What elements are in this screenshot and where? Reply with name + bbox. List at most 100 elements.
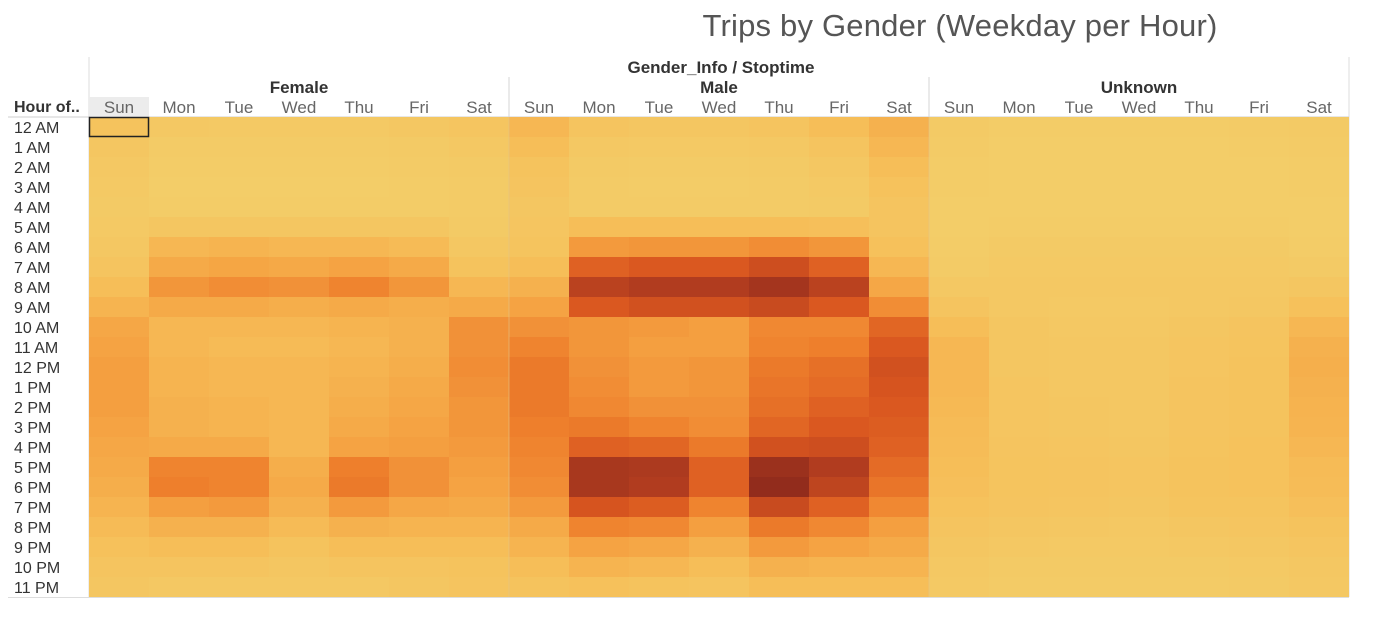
heatmap-cell: [89, 397, 149, 417]
heatmap-cell: [929, 397, 989, 417]
heatmap-cell: [269, 337, 329, 357]
heatmap-cell: [329, 117, 389, 137]
heatmap-cell: [329, 537, 389, 557]
heatmap-cell: [1049, 337, 1109, 357]
heatmap-cell: [1289, 357, 1349, 377]
heatmap-cell: [749, 377, 809, 397]
heatmap-cell: [329, 277, 389, 297]
heatmap-cell: [149, 257, 209, 277]
heatmap-cell: [149, 117, 209, 137]
heatmap-cell: [689, 177, 749, 197]
heatmap-cell: [509, 537, 569, 557]
heatmap-cell: [1229, 217, 1289, 237]
heatmap-cell: [509, 197, 569, 217]
heatmap-cell: [989, 197, 1049, 217]
heatmap-cell: [929, 317, 989, 337]
heatmap-cell: [389, 357, 449, 377]
heatmap-cell: [869, 197, 929, 217]
heatmap-cell: [1169, 517, 1229, 537]
heatmap-cell: [869, 157, 929, 177]
heatmap-cell: [1049, 317, 1109, 337]
heatmap-cell: [749, 577, 809, 597]
heatmap-cell: [989, 257, 1049, 277]
heatmap-cell: [329, 337, 389, 357]
heatmap-cell: [689, 557, 749, 577]
hour-label: 12 PM: [14, 360, 60, 377]
heatmap-cell: [209, 257, 269, 277]
heatmap-cell: [809, 517, 869, 537]
heatmap-cell: [929, 417, 989, 437]
heatmap-cell: [869, 137, 929, 157]
heatmap-cell: [149, 317, 209, 337]
heatmap-cell: [1109, 397, 1169, 417]
heatmap-cell: [989, 177, 1049, 197]
heatmap-cell: [389, 137, 449, 157]
heatmap-cell: [389, 517, 449, 537]
hour-label: 8 AM: [14, 280, 50, 297]
heatmap-cell: [1049, 417, 1109, 437]
heatmap-cell: [329, 417, 389, 437]
heatmap-cell: [1229, 317, 1289, 337]
heatmap-cell: [209, 157, 269, 177]
heatmap-cell: [1049, 477, 1109, 497]
heatmap-cell: [1169, 317, 1229, 337]
heatmap-cell: [1109, 557, 1169, 577]
heatmap-cell: [149, 397, 209, 417]
heatmap-cell: [209, 577, 269, 597]
heatmap-cell: [269, 157, 329, 177]
heatmap-cell: [689, 217, 749, 237]
heatmap-cell: [1289, 517, 1349, 537]
heatmap-cell: [89, 177, 149, 197]
heatmap-cell: [569, 317, 629, 337]
heatmap-cell: [329, 497, 389, 517]
day-label-unknown-wed: Wed: [1122, 98, 1157, 117]
heatmap-cell: [809, 377, 869, 397]
heatmap-cell: [269, 437, 329, 457]
heatmap-cell: [509, 497, 569, 517]
heatmap-cell: [389, 257, 449, 277]
heatmap-cell: [89, 217, 149, 237]
hour-label: 9 AM: [14, 300, 50, 317]
heatmap-cell: [89, 357, 149, 377]
heatmap-cell: [509, 317, 569, 337]
heatmap-cell: [449, 137, 509, 157]
heatmap-cell: [1169, 397, 1229, 417]
heatmap-cell: [389, 237, 449, 257]
heatmap-cell: [689, 517, 749, 537]
heatmap-cell: [209, 237, 269, 257]
heatmap-cell: [1169, 137, 1229, 157]
heatmap-cell: [1169, 577, 1229, 597]
heatmap-cell: [209, 437, 269, 457]
hour-label: 2 AM: [14, 160, 50, 177]
heatmap-cell: [149, 577, 209, 597]
heatmap-cell: [1109, 517, 1169, 537]
heatmap-cell: [89, 237, 149, 257]
heatmap-cell: [1289, 277, 1349, 297]
heatmap-cell: [869, 237, 929, 257]
heatmap-cell: [749, 477, 809, 497]
day-header-highlight: [89, 97, 149, 116]
group-label-female: Female: [270, 78, 329, 97]
day-label-female-thu: Thu: [344, 98, 373, 117]
heatmap-cell: [389, 577, 449, 597]
heatmap-cell: [1169, 417, 1229, 437]
heatmap-cell: [989, 377, 1049, 397]
heatmap-cell: [869, 477, 929, 497]
heatmap-cell: [869, 337, 929, 357]
day-label-unknown-mon: Mon: [1002, 98, 1035, 117]
heatmap-cell: [1289, 217, 1349, 237]
heatmap-cell: [449, 277, 509, 297]
day-label-male-sun: Sun: [524, 98, 554, 117]
heatmap-cell: [1049, 137, 1109, 157]
heatmap-cell: [509, 577, 569, 597]
heatmap-cell: [1109, 257, 1169, 277]
heatmap-cell: [869, 297, 929, 317]
heatmap-cell: [749, 237, 809, 257]
heatmap-cell: [689, 117, 749, 137]
heatmap-cell: [1229, 137, 1289, 157]
day-label-female-sun: Sun: [104, 98, 134, 117]
heatmap-cell: [1169, 257, 1229, 277]
heatmap-cell: [1229, 237, 1289, 257]
heatmap-cell: [989, 457, 1049, 477]
